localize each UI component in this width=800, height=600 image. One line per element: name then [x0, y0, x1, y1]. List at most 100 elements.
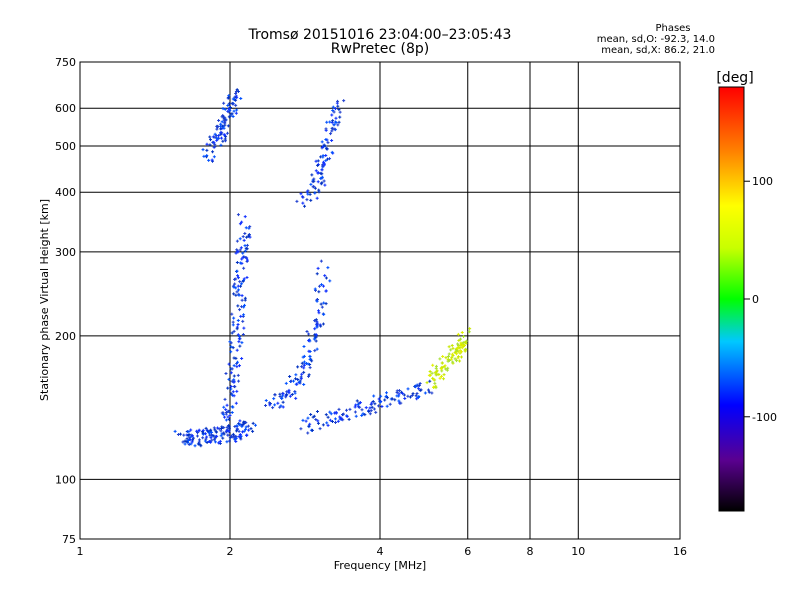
scatter-point: [326, 415, 330, 419]
scatter-point: [231, 346, 235, 350]
colorbar-ticks: -100 0 100: [744, 175, 777, 424]
scatter-point: [212, 140, 216, 144]
scatter-point: [455, 359, 459, 363]
scatter-point: [219, 131, 223, 135]
scatter-point: [416, 384, 420, 388]
scatter-point: [232, 292, 236, 296]
scatter-point: [215, 138, 219, 142]
scatter-point: [281, 405, 285, 409]
scatter-point: [325, 147, 329, 151]
scatter-point: [241, 235, 245, 239]
scatter-point: [331, 105, 335, 109]
scatter-point: [333, 417, 337, 421]
scatter-point: [358, 405, 362, 409]
scatter-point: [231, 405, 235, 409]
scatter-point: [456, 342, 460, 346]
scatter-point: [210, 433, 214, 437]
scatter-point: [287, 388, 291, 392]
scatter-point: [232, 374, 236, 378]
scatter-point: [296, 377, 300, 381]
scatter-point: [380, 405, 384, 409]
scatter-point: [235, 365, 239, 369]
scatter-point: [208, 135, 212, 139]
scatter-point: [388, 402, 392, 406]
scatter-point: [237, 435, 241, 439]
scatter-point: [453, 357, 457, 361]
scatter-point: [397, 388, 401, 392]
scatter-point: [306, 362, 310, 366]
scatter-point: [319, 182, 323, 186]
scatter-point: [333, 107, 337, 111]
scatter-point: [408, 395, 412, 399]
scatter-point: [186, 438, 190, 442]
scatter-point: [264, 399, 268, 403]
scatter-point: [225, 131, 229, 135]
scatter-point: [251, 421, 255, 425]
scatter-point: [236, 274, 240, 278]
scatter-point: [278, 392, 282, 396]
scatter-point: [241, 430, 245, 434]
scatter-point: [326, 141, 330, 145]
scatter-point: [212, 155, 216, 159]
scatter-point: [217, 441, 221, 445]
scatter-point: [371, 400, 375, 404]
scatter-point: [226, 124, 230, 128]
legend-stat-o-value: -92.3, 14.0: [660, 34, 716, 45]
scatter-point: [227, 424, 231, 428]
scatter-point: [243, 249, 247, 253]
scatter-point: [219, 434, 223, 438]
scatter-point: [464, 340, 468, 344]
scatter-point: [337, 120, 341, 124]
scatter-point: [210, 158, 214, 162]
scatter-point: [235, 290, 239, 294]
scatter-point: [355, 399, 359, 403]
scatter-point: [236, 373, 240, 377]
scatter-point: [415, 392, 419, 396]
scatter-point: [183, 442, 187, 446]
scatter-point: [236, 323, 240, 327]
scatter-point: [307, 424, 311, 428]
scatter-point: [328, 418, 332, 422]
scatter-point: [321, 160, 325, 164]
scatter-point: [234, 293, 238, 297]
scatter-point: [414, 394, 418, 398]
scatter-point: [324, 159, 328, 163]
scatter-point: [235, 261, 239, 265]
scatter-point: [223, 139, 227, 143]
scatter-point: [243, 244, 247, 248]
scatter-point: [294, 373, 298, 377]
scatter-point: [315, 196, 319, 200]
scatter-point: [323, 274, 327, 278]
scatter-point: [238, 261, 242, 265]
scatter-point: [227, 362, 231, 366]
scatter-point: [328, 279, 332, 283]
scatter-point: [311, 415, 315, 419]
scatter-point: [232, 109, 236, 113]
scatter-point: [244, 256, 248, 260]
scatter-point: [196, 442, 200, 446]
scatter-point: [307, 339, 311, 343]
scatter-point: [320, 175, 324, 179]
scatter-point: [431, 363, 435, 367]
legend-stat-x-label: mean, sd,X:: [601, 45, 661, 56]
scatter-point: [173, 429, 177, 433]
scatter-point: [251, 429, 255, 433]
scatter-point: [271, 406, 275, 410]
scatter-point: [467, 330, 471, 334]
scatter-point: [433, 371, 437, 375]
scatter-point: [228, 109, 232, 113]
scatter-point: [225, 428, 229, 432]
scatter-point: [308, 366, 312, 370]
scatter-point: [272, 397, 276, 401]
x-tick-label: 8: [527, 545, 534, 558]
scatter-point: [226, 415, 230, 419]
scatter-point: [390, 397, 394, 401]
scatter-point: [236, 276, 240, 280]
scatter-point: [231, 97, 235, 101]
scatter-point: [279, 404, 283, 408]
scatter-point: [232, 356, 236, 360]
scatter-point: [446, 366, 450, 370]
scatter-point: [308, 422, 312, 426]
scatter-point: [320, 283, 324, 287]
scatter-point: [318, 284, 322, 288]
